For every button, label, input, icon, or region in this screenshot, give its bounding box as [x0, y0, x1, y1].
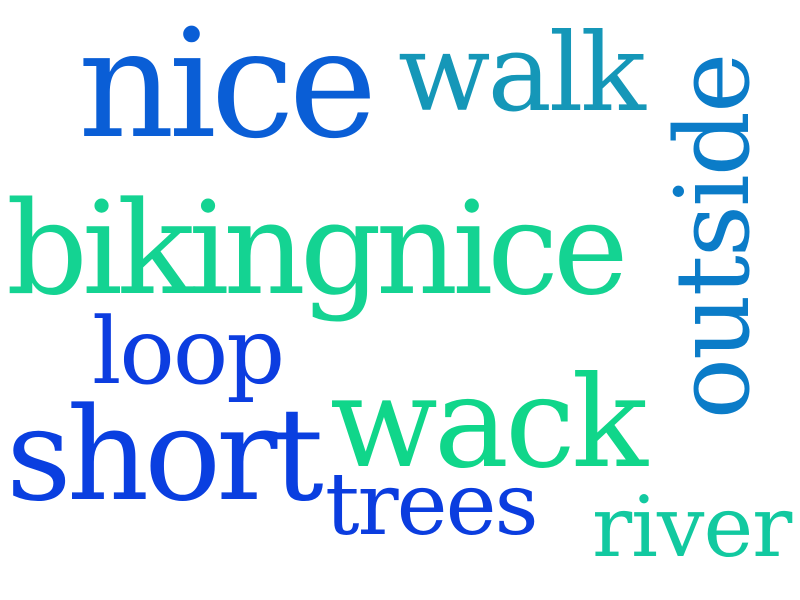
word-walk: walk: [398, 11, 646, 136]
word-outside: outside: [654, 54, 773, 420]
word-wack: wack: [330, 349, 648, 496]
word-river: river: [592, 478, 792, 576]
word-trees: trees: [325, 455, 539, 555]
word-loop: loop: [92, 298, 285, 405]
word-nice: nice: [78, 0, 377, 172]
word-bikingnice: bikingnice: [6, 175, 629, 324]
word-short: short: [6, 381, 324, 530]
